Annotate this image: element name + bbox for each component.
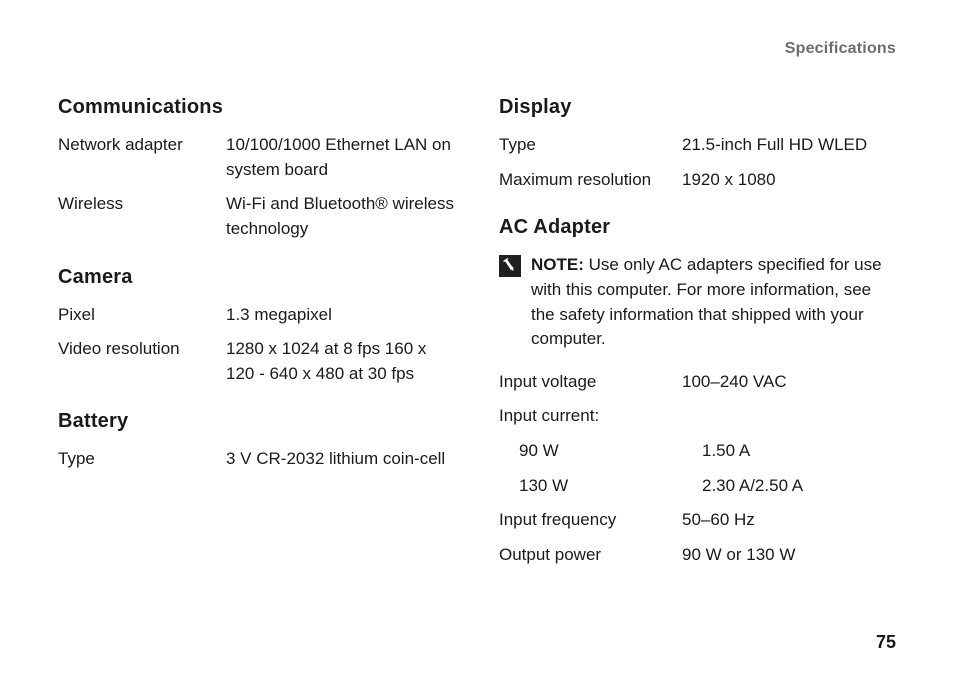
spec-row: Input current: xyxy=(499,404,896,429)
spec-row: Output power 90 W or 130 W xyxy=(499,543,896,568)
spec-row: Video resolution 1280 x 1024 at 8 fps 16… xyxy=(58,337,455,386)
left-column: Communications Network adapter 10/100/10… xyxy=(58,86,455,578)
specifications-page: Specifications Communications Network ad… xyxy=(0,0,954,677)
section-title-camera: Camera xyxy=(58,266,455,289)
note-lead: NOTE: xyxy=(531,255,584,274)
spec-row: Maximum resolution 1920 x 1080 xyxy=(499,168,896,193)
section-title-display: Display xyxy=(499,96,896,119)
spec-row: 90 W 1.50 A xyxy=(499,439,896,464)
spec-label: Network adapter xyxy=(58,133,226,182)
spec-row: Input frequency 50–60 Hz xyxy=(499,508,896,533)
spec-value: 10/100/1000 Ethernet LAN on system board xyxy=(226,133,455,182)
spec-row: Network adapter 10/100/1000 Ethernet LAN… xyxy=(58,133,455,182)
spec-value xyxy=(682,404,896,429)
spec-label: Input voltage xyxy=(499,370,682,395)
page-header: Specifications xyxy=(58,40,896,58)
spec-value: 3 V CR-2032 lithium coin-cell xyxy=(226,447,455,472)
section-title-battery: Battery xyxy=(58,410,455,433)
spec-label: Type xyxy=(58,447,226,472)
spec-value: Wi-Fi and Bluetooth® wireless technology xyxy=(226,192,455,241)
note-body: Use only AC adapters specified for use w… xyxy=(531,255,882,348)
spec-value: 90 W or 130 W xyxy=(682,543,896,568)
spec-row: Pixel 1.3 megapixel xyxy=(58,303,455,328)
spec-row: Input voltage 100–240 VAC xyxy=(499,370,896,395)
page-number: 75 xyxy=(876,632,896,653)
spec-row: Type 21.5-inch Full HD WLED xyxy=(499,133,896,158)
note-block: NOTE: Use only AC adapters specified for… xyxy=(499,253,896,352)
right-column: Display Type 21.5-inch Full HD WLED Maxi… xyxy=(499,86,896,578)
spec-label: Maximum resolution xyxy=(499,168,682,193)
section-title-communications: Communications xyxy=(58,96,455,119)
spec-label: 130 W xyxy=(499,474,702,499)
spec-value: 100–240 VAC xyxy=(682,370,896,395)
spec-label: Wireless xyxy=(58,192,226,241)
spec-label: Input current: xyxy=(499,404,682,429)
spec-value: 50–60 Hz xyxy=(682,508,896,533)
spec-value: 1920 x 1080 xyxy=(682,168,896,193)
spec-value: 1.3 megapixel xyxy=(226,303,455,328)
spec-value: 21.5-inch Full HD WLED xyxy=(682,133,896,158)
spec-label: Input frequency xyxy=(499,508,682,533)
spec-value: 1280 x 1024 at 8 fps 160 x 120 - 640 x 4… xyxy=(226,337,455,386)
content-columns: Communications Network adapter 10/100/10… xyxy=(58,86,896,578)
spec-value: 2.30 A/2.50 A xyxy=(702,474,896,499)
spec-label: 90 W xyxy=(499,439,702,464)
spec-row: 130 W 2.30 A/2.50 A xyxy=(499,474,896,499)
note-text: NOTE: Use only AC adapters specified for… xyxy=(531,253,896,352)
spec-label: Pixel xyxy=(58,303,226,328)
spec-value: 1.50 A xyxy=(702,439,896,464)
spec-row: Wireless Wi-Fi and Bluetooth® wireless t… xyxy=(58,192,455,241)
spec-label: Output power xyxy=(499,543,682,568)
spec-label: Type xyxy=(499,133,682,158)
note-icon xyxy=(499,255,525,352)
section-title-ac-adapter: AC Adapter xyxy=(499,216,896,239)
spec-label: Video resolution xyxy=(58,337,226,386)
spec-row: Type 3 V CR-2032 lithium coin-cell xyxy=(58,447,455,472)
